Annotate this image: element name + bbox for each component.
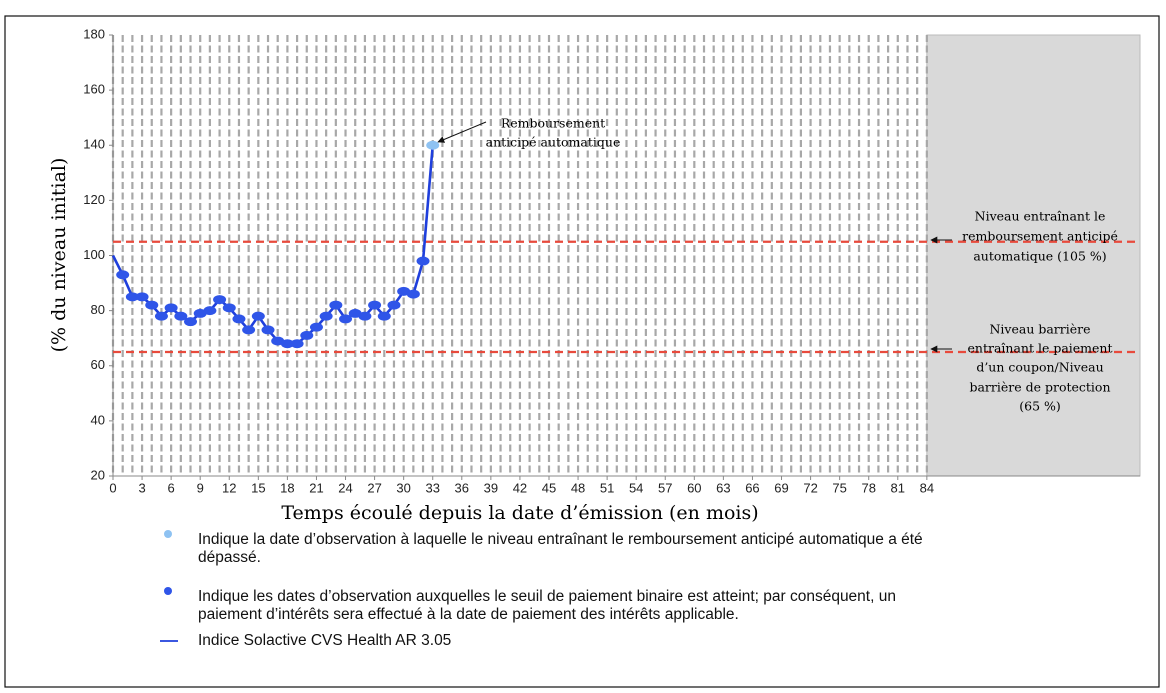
legend-label: Indique les dates d’observation auxquell…	[198, 588, 896, 605]
marker	[174, 311, 188, 321]
y-tick-label: 20	[91, 467, 105, 482]
threshold-label: Niveau barrière	[989, 322, 1090, 337]
x-tick-label: 75	[832, 480, 846, 495]
marker	[300, 330, 314, 340]
marker	[387, 300, 401, 310]
y-tick-label: 60	[91, 357, 105, 372]
x-tick-label: 15	[251, 480, 265, 495]
legend-label: dépassé.	[198, 549, 261, 566]
x-tick-label: 33	[425, 480, 439, 495]
threshold-label: barrière de protection	[969, 380, 1110, 395]
legend-marker	[164, 587, 172, 595]
y-tick-label: 160	[83, 82, 105, 97]
x-axis-label: Temps écoulé depuis la date d’émission (…	[281, 502, 758, 524]
highlight-marker	[426, 140, 440, 150]
x-tick-label: 12	[222, 480, 236, 495]
threshold-label: entraînant le paiement	[968, 341, 1113, 356]
x-tick-label: 42	[513, 480, 527, 495]
marker	[309, 322, 323, 332]
marker	[280, 339, 294, 349]
marker	[232, 314, 246, 324]
marker	[368, 300, 382, 310]
marker	[222, 303, 236, 313]
x-tick-label: 51	[600, 480, 614, 495]
legend-label: paiement d’intérêts sera effectué à la d…	[198, 606, 739, 623]
marker	[154, 311, 168, 321]
y-tick-label: 140	[83, 137, 105, 152]
y-tick-label: 120	[83, 192, 105, 207]
x-tick-label: 39	[484, 480, 498, 495]
marker	[261, 325, 275, 335]
x-tick-label: 30	[396, 480, 410, 495]
y-tick-label: 40	[91, 412, 105, 427]
x-tick-label: 9	[197, 480, 204, 495]
marker	[290, 339, 304, 349]
x-tick-label: 84	[920, 480, 934, 495]
annotation: anticipé automatique	[486, 135, 621, 150]
y-tick-label: 100	[83, 247, 105, 262]
marker	[184, 317, 198, 327]
x-tick-label: 72	[803, 480, 817, 495]
x-tick-label: 57	[658, 480, 672, 495]
x-tick-label: 21	[309, 480, 323, 495]
threshold-label: remboursement anticipé	[962, 229, 1118, 244]
marker	[116, 270, 130, 280]
marker	[406, 289, 420, 299]
marker	[377, 311, 391, 321]
marker	[251, 311, 265, 321]
legend-marker	[164, 530, 172, 538]
x-tick-label: 48	[571, 480, 585, 495]
annotation: Remboursement	[501, 116, 605, 131]
marker	[358, 311, 372, 321]
marker	[416, 256, 430, 266]
y-tick-label: 80	[91, 302, 105, 317]
marker	[319, 311, 333, 321]
x-tick-label: 3	[138, 480, 145, 495]
x-tick-label: 63	[716, 480, 730, 495]
frame	[4, 15, 1160, 688]
threshold-label: (65 %)	[1019, 399, 1061, 414]
legend-label: Indice Solactive CVS Health AR 3.05	[198, 632, 451, 649]
x-tick-label: 45	[542, 480, 556, 495]
x-tick-label: 69	[774, 480, 788, 495]
x-tick-label: 18	[280, 480, 294, 495]
threshold-label: Niveau entraînant le	[975, 209, 1106, 224]
marker	[203, 306, 217, 316]
threshold-label: d’un coupon/Niveau	[976, 360, 1103, 375]
marker	[145, 300, 159, 310]
x-tick-label: 60	[687, 480, 701, 495]
marker	[242, 325, 256, 335]
x-tick-label: 0	[109, 480, 116, 495]
x-tick-label: 66	[745, 480, 759, 495]
y-axis-label: (% du niveau initial)	[48, 158, 70, 353]
threshold-label: automatique (105 %)	[973, 249, 1106, 264]
x-tick-label: 6	[168, 480, 175, 495]
x-tick-label: 27	[367, 480, 381, 495]
x-tick-label: 36	[455, 480, 469, 495]
marker	[329, 300, 343, 310]
x-tick-label: 78	[861, 480, 875, 495]
x-tick-label: 81	[891, 480, 905, 495]
x-tick-label: 24	[338, 480, 352, 495]
marker	[339, 314, 353, 324]
shaded-region	[926, 34, 1141, 477]
marker	[213, 295, 227, 305]
x-tick-label: 54	[629, 480, 643, 495]
legend-label: Indique la date d’observation à laquelle…	[198, 531, 923, 548]
y-tick-label: 180	[83, 26, 105, 41]
marker	[164, 303, 178, 313]
marker	[135, 292, 149, 302]
marker	[125, 292, 139, 302]
series-line	[111, 145, 435, 346]
annotation-arrow	[437, 121, 487, 143]
